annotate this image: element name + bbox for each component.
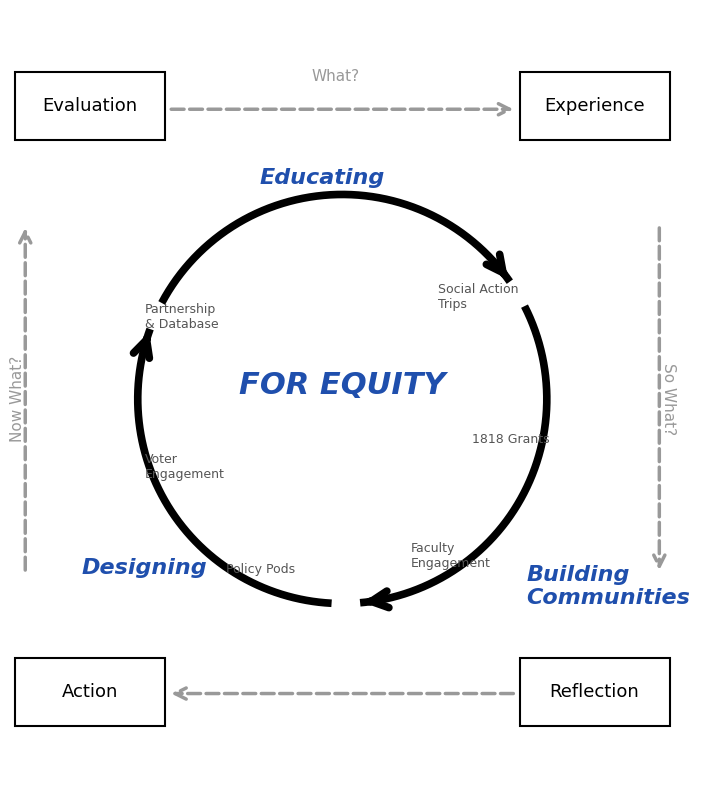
Text: So What?: So What?	[662, 363, 676, 435]
Text: Experience: Experience	[544, 97, 645, 115]
FancyBboxPatch shape	[520, 72, 670, 140]
Text: Educating: Educating	[259, 168, 384, 188]
Text: Evaluation: Evaluation	[42, 97, 138, 115]
Text: 1818 Grants: 1818 Grants	[472, 433, 549, 446]
Text: Faculty
Engagement: Faculty Engagement	[410, 542, 490, 570]
FancyBboxPatch shape	[15, 658, 165, 726]
Text: FOR EQUITY: FOR EQUITY	[239, 371, 446, 400]
Text: Designing: Designing	[82, 558, 207, 578]
FancyBboxPatch shape	[15, 72, 165, 140]
Text: Policy Pods: Policy Pods	[226, 563, 295, 576]
Text: Now What?: Now What?	[9, 356, 24, 442]
Text: Reflection: Reflection	[549, 683, 639, 701]
Text: Voter
Engagement: Voter Engagement	[145, 453, 225, 481]
Text: Social Action
Trips: Social Action Trips	[438, 282, 518, 310]
FancyBboxPatch shape	[520, 658, 670, 726]
Text: Action: Action	[62, 683, 118, 701]
Text: What?: What?	[312, 69, 359, 84]
Text: Building
Communities: Building Communities	[526, 564, 690, 608]
Text: Partnership
& Database: Partnership & Database	[145, 303, 218, 331]
